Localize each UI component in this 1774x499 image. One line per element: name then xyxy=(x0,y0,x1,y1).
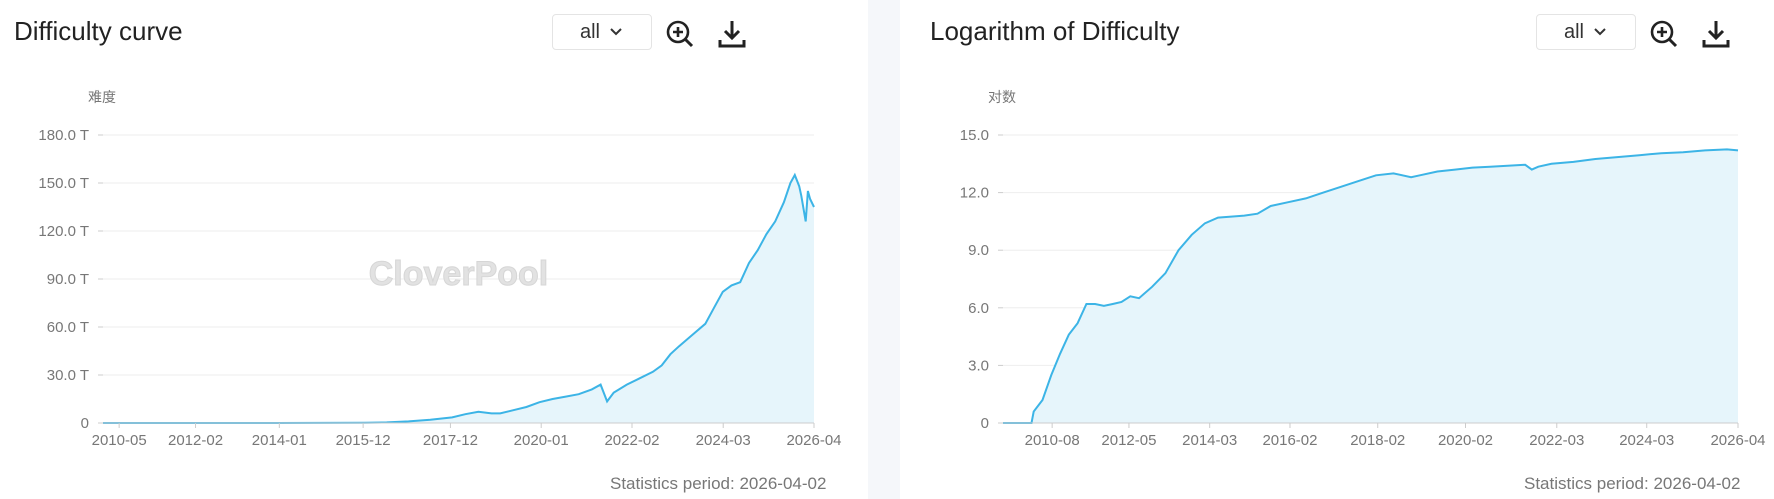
y-tick-label: 0 xyxy=(981,415,989,432)
x-tick-label: 2024-03 xyxy=(696,432,751,449)
x-tick-label: 2015-12 xyxy=(336,432,391,449)
chevron-down-icon xyxy=(610,28,622,36)
stat-date: 2026-04-02 xyxy=(739,474,827,493)
y-tick-label: 9.0 xyxy=(968,242,989,259)
x-tick-label: 2012-02 xyxy=(168,432,223,449)
series-line xyxy=(1003,148,1739,424)
stat-date: 2026-04-02 xyxy=(1653,474,1741,493)
watermark: CloverPool xyxy=(369,255,548,293)
x-tick-label: 2026-04 xyxy=(786,432,841,449)
statistics-period: Statistics period: 2026-04-02 xyxy=(1524,474,1740,494)
x-tick-label: 2024-03 xyxy=(1619,432,1674,449)
download-icon[interactable] xyxy=(716,18,748,50)
series-area xyxy=(1003,149,1738,423)
x-tick-label: 2018-02 xyxy=(1350,432,1405,449)
y-tick-label: 15.0 xyxy=(960,127,989,144)
range-select[interactable]: all xyxy=(552,14,652,50)
difficulty-chart: 难度 0 30.0 T 60.0 T 90.0 T 120.0 T 150.0 T 180.0… xyxy=(38,90,841,449)
x-tick-label: 2010-08 xyxy=(1025,432,1080,449)
y-tick-label: 12.0 xyxy=(960,185,989,202)
x-tick-label: 2026-04 xyxy=(1710,432,1765,449)
range-select-value: all xyxy=(1563,20,1584,43)
y-tick-label: 120.0 T xyxy=(38,223,89,240)
y-axis-label: 难度 xyxy=(88,90,116,106)
stat-label: Statistics period: xyxy=(610,474,735,493)
download-icon[interactable] xyxy=(1700,18,1732,50)
y-tick-label: 150.0 T xyxy=(38,175,89,192)
y-tick-label: 3.0 xyxy=(968,357,989,374)
y-tick-label: 0 xyxy=(81,415,89,432)
statistics-period: Statistics period: 2026-04-02 xyxy=(610,474,826,494)
x-tick-label: 2020-01 xyxy=(514,432,569,449)
x-tick-label: 2020-02 xyxy=(1438,432,1493,449)
y-tick-label: 60.0 T xyxy=(47,319,89,336)
panel-title: Logarithm of Difficulty xyxy=(930,16,1180,46)
x-tick-label: 2022-02 xyxy=(604,432,659,449)
series-area xyxy=(103,175,814,423)
range-select[interactable]: all xyxy=(1536,14,1636,50)
x-tick-label: 2012-05 xyxy=(1101,432,1156,449)
y-axis-label: 对数 xyxy=(988,90,1016,106)
y-tick-label: 180.0 T xyxy=(38,127,89,144)
y-tick-label: 30.0 T xyxy=(47,367,89,384)
stat-label: Statistics period: xyxy=(1524,474,1649,493)
x-tick-label: 2017-12 xyxy=(423,432,478,449)
x-tick-label: 2010-05 xyxy=(92,432,147,449)
y-tick-label: 6.0 xyxy=(968,300,989,317)
panel-title: Difficulty curve xyxy=(14,16,183,46)
range-select-value: all xyxy=(579,20,600,43)
log-difficulty-chart: 对数03.06.09.012.015.0CloverPool2010-08201… xyxy=(960,90,1766,449)
y-tick-label: 90.0 T xyxy=(47,271,89,288)
x-tick-label: 2014-03 xyxy=(1182,432,1237,449)
chevron-down-icon xyxy=(1594,28,1606,36)
x-tick-label: 2016-02 xyxy=(1262,432,1317,449)
series-line xyxy=(103,172,815,424)
zoom-in-icon[interactable] xyxy=(1648,18,1680,50)
x-tick-label: 2022-03 xyxy=(1529,432,1584,449)
x-tick-label: 2014-01 xyxy=(252,432,307,449)
log-difficulty-panel: Logarithm of Difficulty all 对数 0 3.0 6.0 9.0… xyxy=(900,0,1774,499)
zoom-in-icon[interactable] xyxy=(664,18,696,50)
difficulty-curve-panel: Difficulty curve all 难度 0 30.0 T 60.0 T 90.0… xyxy=(0,0,868,499)
